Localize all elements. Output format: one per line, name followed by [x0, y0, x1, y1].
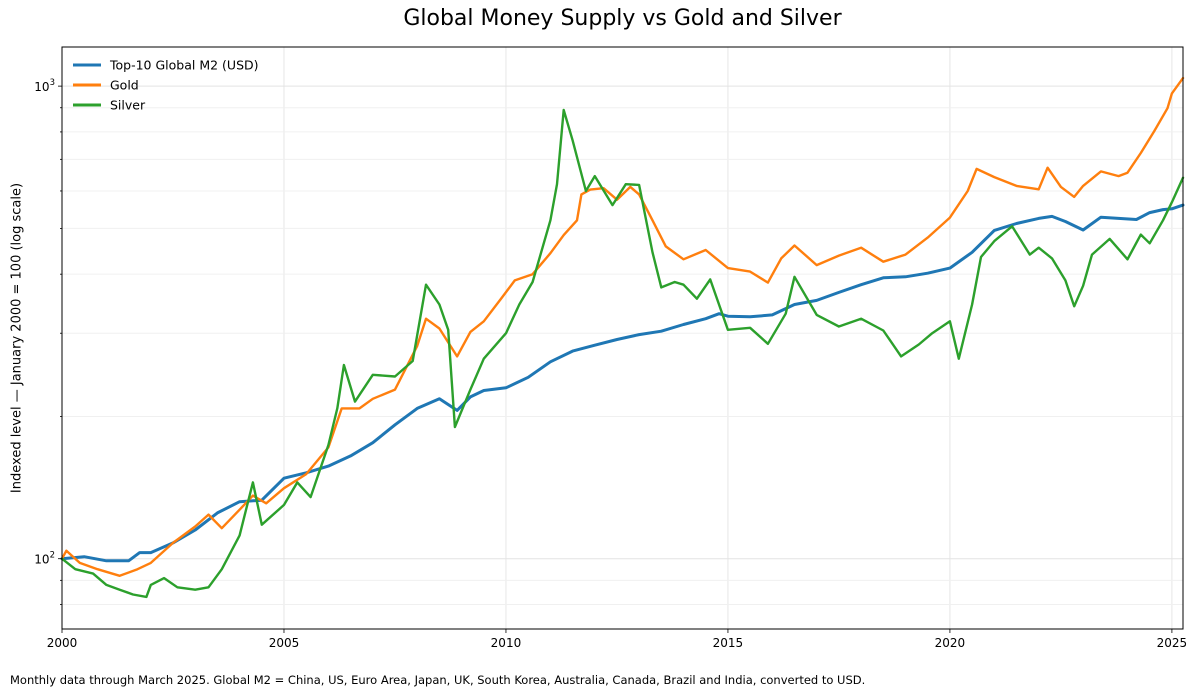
series-line-top-10-global-m2-usd: [60, 203, 1185, 563]
x-tick-label: 2000: [47, 636, 78, 650]
x-tick-label: 2025: [1157, 636, 1188, 650]
x-tick-label: 2010: [491, 636, 522, 650]
y-tick-label: 102: [34, 551, 55, 567]
x-tick-label: 2020: [935, 636, 966, 650]
legend: Top-10 Global M2 (USD) Gold Silver: [73, 58, 259, 113]
y-tick-label: 103: [34, 78, 55, 94]
x-tick-label: 2015: [713, 636, 744, 650]
axes: 2000 2005 2010 2015 2020 2025 102 103: [34, 46, 1188, 650]
x-tick-label: 2005: [269, 636, 300, 650]
chart-footnote: Monthly data through March 2025. Global …: [10, 673, 866, 687]
series-line-gold: [60, 76, 1185, 577]
legend-label: Silver: [110, 98, 146, 113]
plot-frame: [61, 46, 1184, 630]
chart-title: Global Money Supply vs Gold and Silver: [403, 6, 842, 31]
series-line-silver: [60, 108, 1185, 599]
legend-label: Top-10 Global M2 (USD): [109, 58, 259, 73]
series-layer: [60, 76, 1185, 599]
legend-label: Gold: [110, 78, 139, 93]
